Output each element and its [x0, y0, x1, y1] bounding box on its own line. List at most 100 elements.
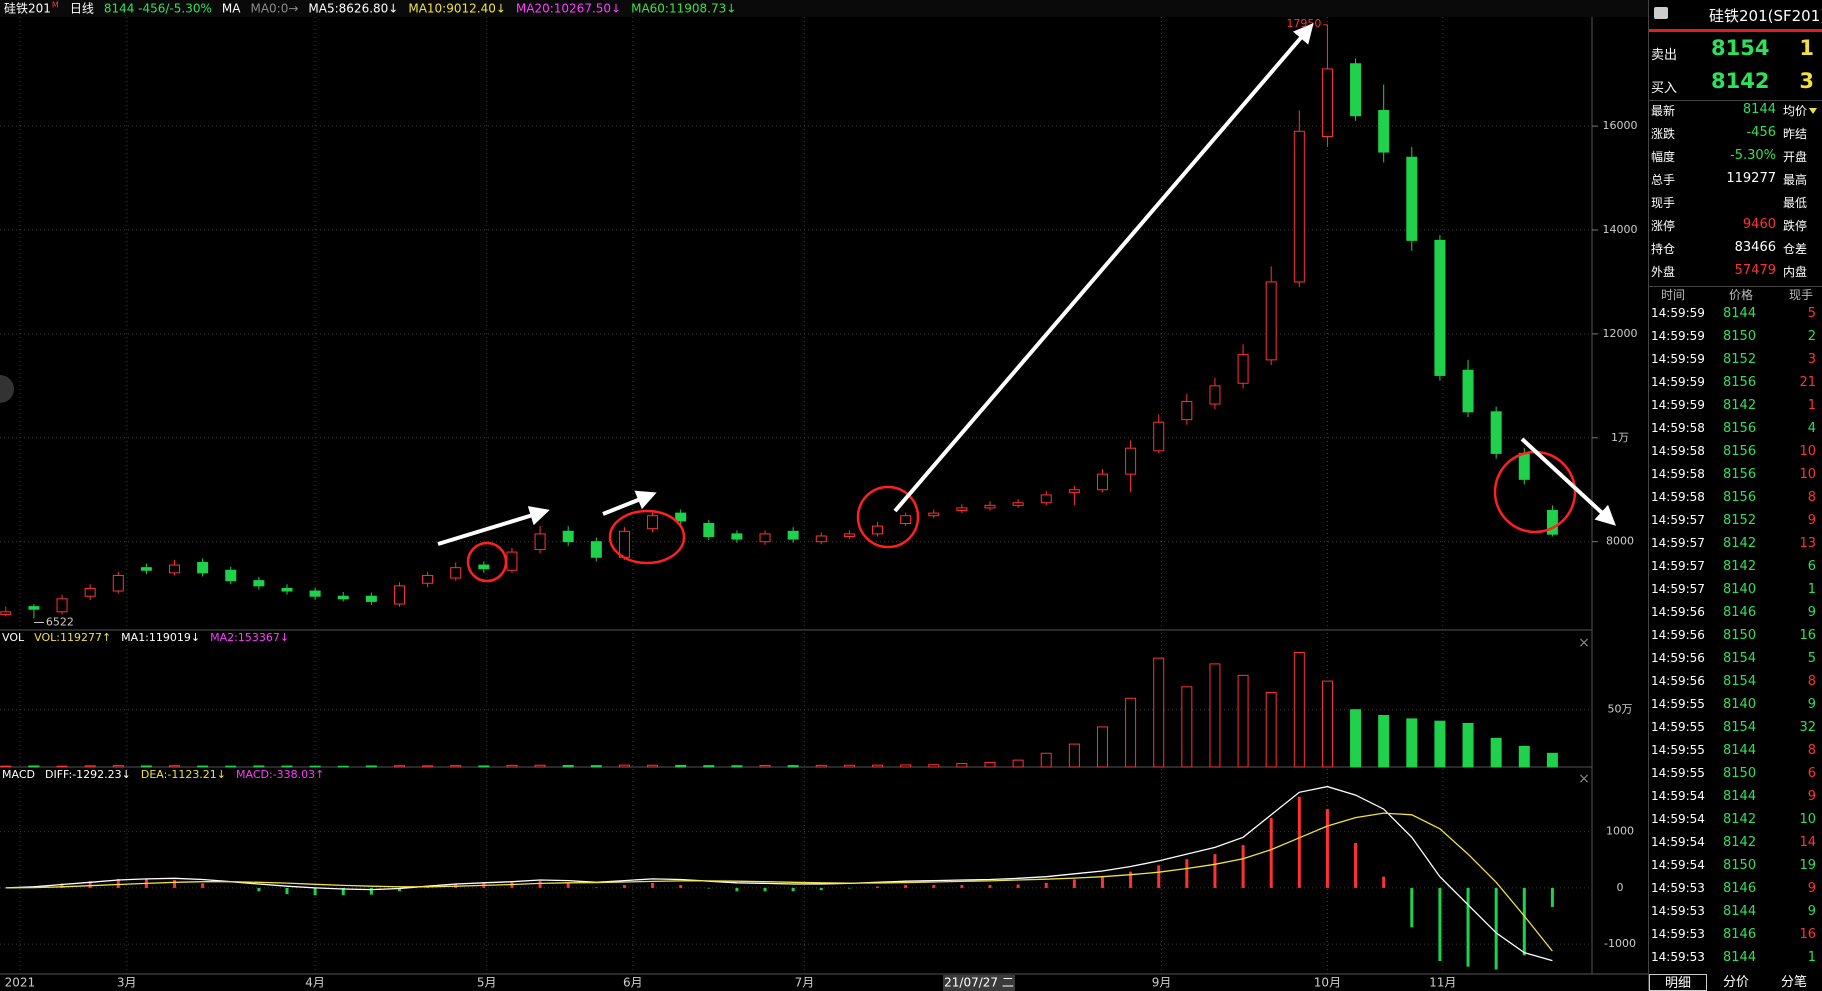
field-label: 涨停 [1651, 219, 1676, 233]
volume-bar [309, 765, 321, 768]
volume-bar [1321, 680, 1333, 768]
tab[interactable]: 分笔 [1780, 975, 1807, 990]
candle-body [1265, 281, 1277, 361]
tick-size: 9 [1807, 904, 1816, 919]
tick-size: 21 [1799, 375, 1816, 390]
y-tick-label: 0 [1617, 881, 1624, 894]
y-tick-label: 8000 [1606, 535, 1634, 548]
candle-body [731, 533, 743, 540]
quote-size: 3 [1799, 69, 1814, 93]
volume-bar [506, 764, 518, 768]
field-label: 仓差 [1783, 242, 1808, 256]
volume-bar [984, 761, 996, 768]
volume-bar [759, 765, 771, 768]
volume-bar [1125, 697, 1137, 768]
chart: × × 硅铁201 M 日线 8144 -456/-5.30% MA MA0:0→ MA5:… [0, 0, 1648, 991]
candle-body [1462, 369, 1474, 413]
volume-bar [393, 765, 405, 768]
y-tick-label: 1000 [1606, 825, 1634, 838]
tick-time: 14:59:56 [1651, 605, 1705, 619]
tick-price: 8154 [1723, 674, 1757, 689]
volume-bar [590, 765, 602, 768]
candle-body [1040, 494, 1052, 504]
x-tick-label: 11月 [1429, 976, 1456, 990]
dropdown-icon [1809, 108, 1817, 114]
tick-price: 8146 [1723, 605, 1757, 620]
volume-bar [281, 765, 293, 768]
volume-bar [675, 764, 687, 768]
candle-body [1378, 110, 1390, 153]
candle-body [1546, 510, 1558, 535]
volume-bar [731, 765, 743, 768]
volume-bar [337, 765, 349, 768]
x-tick-label: 3月 [117, 976, 137, 990]
field-label: 涨跌 [1651, 127, 1676, 141]
volume-bar [112, 765, 124, 768]
annotations [437, 22, 1616, 583]
tick-time: 14:59:55 [1651, 766, 1705, 780]
candle-body [759, 533, 771, 543]
tick-price: 8156 [1723, 490, 1757, 505]
field-label: 跌停 [1783, 219, 1808, 233]
tick-price: 8144 [1723, 950, 1757, 965]
tick-price: 8140 [1723, 697, 1757, 712]
tick-time: 14:59:53 [1651, 881, 1705, 895]
volume-bar [1265, 692, 1277, 768]
volume-bar [1490, 737, 1502, 768]
close-button[interactable]: × [1578, 635, 1590, 651]
candle-body [1406, 156, 1418, 241]
candle-body [281, 587, 293, 592]
close-button[interactable]: × [1578, 771, 1590, 787]
candle-body [900, 515, 912, 525]
candle-body [112, 574, 124, 592]
candle-body [703, 523, 715, 537]
tick-size: 13 [1799, 536, 1816, 551]
candle-body [843, 533, 855, 537]
volume-bar [1153, 657, 1165, 768]
side-toggle[interactable] [0, 375, 14, 403]
tick-price: 8154 [1723, 720, 1757, 735]
candle-body [1490, 411, 1502, 454]
legend-item: MA2:153367↓ [210, 631, 289, 644]
volume-bar [1068, 743, 1080, 768]
tick-price: 8146 [1723, 927, 1757, 942]
header-item: MA [222, 2, 241, 16]
field-label: 持仓 [1651, 242, 1676, 256]
candle-body [590, 541, 602, 558]
tab[interactable]: 分价 [1722, 975, 1749, 990]
tick-price: 8142 [1723, 559, 1757, 574]
volume-bar [1406, 718, 1418, 768]
volume-bar [872, 764, 884, 768]
candle-body [225, 569, 237, 582]
volume-bar [1237, 674, 1249, 768]
quote-label: 买入 [1651, 81, 1678, 96]
candle-body [197, 561, 209, 574]
legend-item: MA1:119019↓ [121, 631, 200, 644]
ticks-header: 现手 [1789, 288, 1814, 302]
trend-arrow [893, 22, 1314, 513]
tick-time: 14:59:55 [1651, 743, 1705, 757]
tick-price: 8144 [1723, 306, 1757, 321]
tick-price: 8152 [1723, 352, 1757, 367]
volume-bar [140, 765, 152, 768]
tick-size: 9 [1807, 789, 1816, 804]
tick-time: 14:59:58 [1651, 467, 1705, 481]
y-tick-label: 14000 [1603, 223, 1638, 236]
volume-bar [450, 765, 462, 768]
trend-arrow [1520, 437, 1616, 526]
tick-time: 14:59:57 [1651, 513, 1705, 527]
trend-arrow [602, 490, 657, 516]
header-item: 硅铁201 [4, 2, 51, 16]
volume-bar [1040, 752, 1052, 768]
candle-body [253, 580, 265, 587]
header-item: 日线 [70, 2, 94, 16]
tab[interactable]: 明细 [1649, 974, 1707, 991]
candle-body [1321, 68, 1333, 137]
y-tick-label: -1000 [1604, 937, 1636, 950]
candle-body [787, 530, 799, 540]
tick-price: 8142 [1723, 835, 1757, 850]
volume-bar [618, 764, 630, 768]
tick-size: 16 [1799, 927, 1816, 942]
quote-price: 8142 [1711, 69, 1770, 93]
